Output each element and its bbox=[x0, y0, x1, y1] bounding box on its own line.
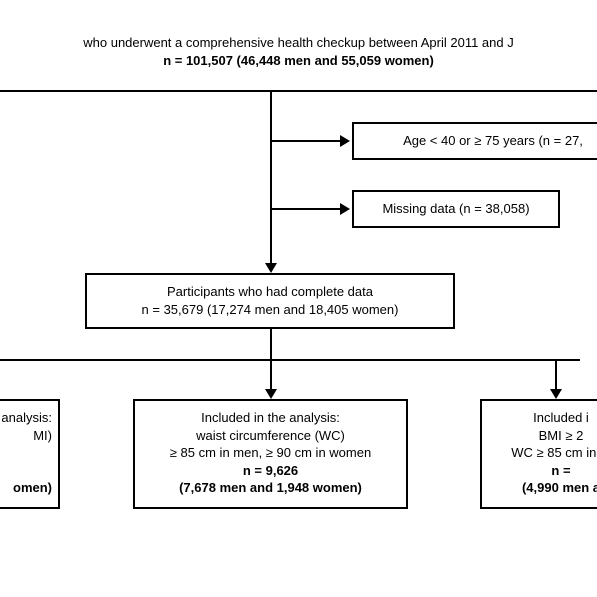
node-excl2: Missing data (n = 38,058) bbox=[352, 190, 560, 228]
node-bottom-left: analysis: MI) omen) bbox=[0, 399, 60, 509]
br-l1: Included i bbox=[492, 409, 597, 427]
br-l3: WC ≥ 85 cm in m bbox=[492, 444, 597, 462]
top-line1: who underwent a comprehensive health che… bbox=[0, 34, 597, 52]
edge-to-bottom-center bbox=[270, 361, 272, 391]
node-bottom-center: Included in the analysis: waist circumfe… bbox=[133, 399, 408, 509]
arrow-to-bottom-center bbox=[265, 389, 277, 399]
flowchart-canvas: who underwent a comprehensive health che… bbox=[0, 0, 597, 597]
mid-line1: Participants who had complete data bbox=[97, 283, 443, 301]
bc-l2: waist circumference (WC) bbox=[145, 427, 396, 445]
node-mid: Participants who had complete data n = 3… bbox=[85, 273, 455, 329]
bc-l5: (7,678 men and 1,948 women) bbox=[145, 479, 396, 497]
edge-to-excl1 bbox=[272, 140, 342, 142]
edge-top-to-mid bbox=[270, 92, 272, 265]
arrow-to-excl1 bbox=[340, 135, 350, 147]
bc-l4: n = 9,626 bbox=[145, 462, 396, 480]
mid-line2: n = 35,679 (17,274 men and 18,405 women) bbox=[97, 301, 443, 319]
arrow-to-excl2 bbox=[340, 203, 350, 215]
bc-l3: ≥ 85 cm in men, ≥ 90 cm in women bbox=[145, 444, 396, 462]
excl2-text: Missing data (n = 38,058) bbox=[364, 200, 548, 218]
top-line2: n = 101,507 (46,448 men and 55,059 women… bbox=[0, 52, 597, 70]
arrow-top-to-mid bbox=[265, 263, 277, 273]
edge-mid-stub bbox=[270, 329, 272, 361]
br-l4: n = bbox=[492, 462, 597, 480]
arrow-to-bottom-right bbox=[550, 389, 562, 399]
bl-l1: analysis: bbox=[0, 409, 52, 427]
bc-l1: Included in the analysis: bbox=[145, 409, 396, 427]
bl-l2: MI) bbox=[0, 427, 52, 445]
edge-to-excl2 bbox=[272, 208, 342, 210]
node-excl1: Age < 40 or ≥ 75 years (n = 27, bbox=[352, 122, 597, 160]
node-bottom-right: Included i BMI ≥ 2 WC ≥ 85 cm in m n = (… bbox=[480, 399, 597, 509]
node-top: who underwent a comprehensive health che… bbox=[0, 30, 597, 92]
edge-to-bottom-right bbox=[555, 361, 557, 391]
br-l5: (4,990 men a bbox=[492, 479, 597, 497]
bl-l3: omen) bbox=[0, 479, 52, 497]
br-l2: BMI ≥ 2 bbox=[492, 427, 597, 445]
edge-distributor bbox=[0, 359, 580, 361]
excl1-text: Age < 40 or ≥ 75 years (n = 27, bbox=[364, 132, 597, 150]
